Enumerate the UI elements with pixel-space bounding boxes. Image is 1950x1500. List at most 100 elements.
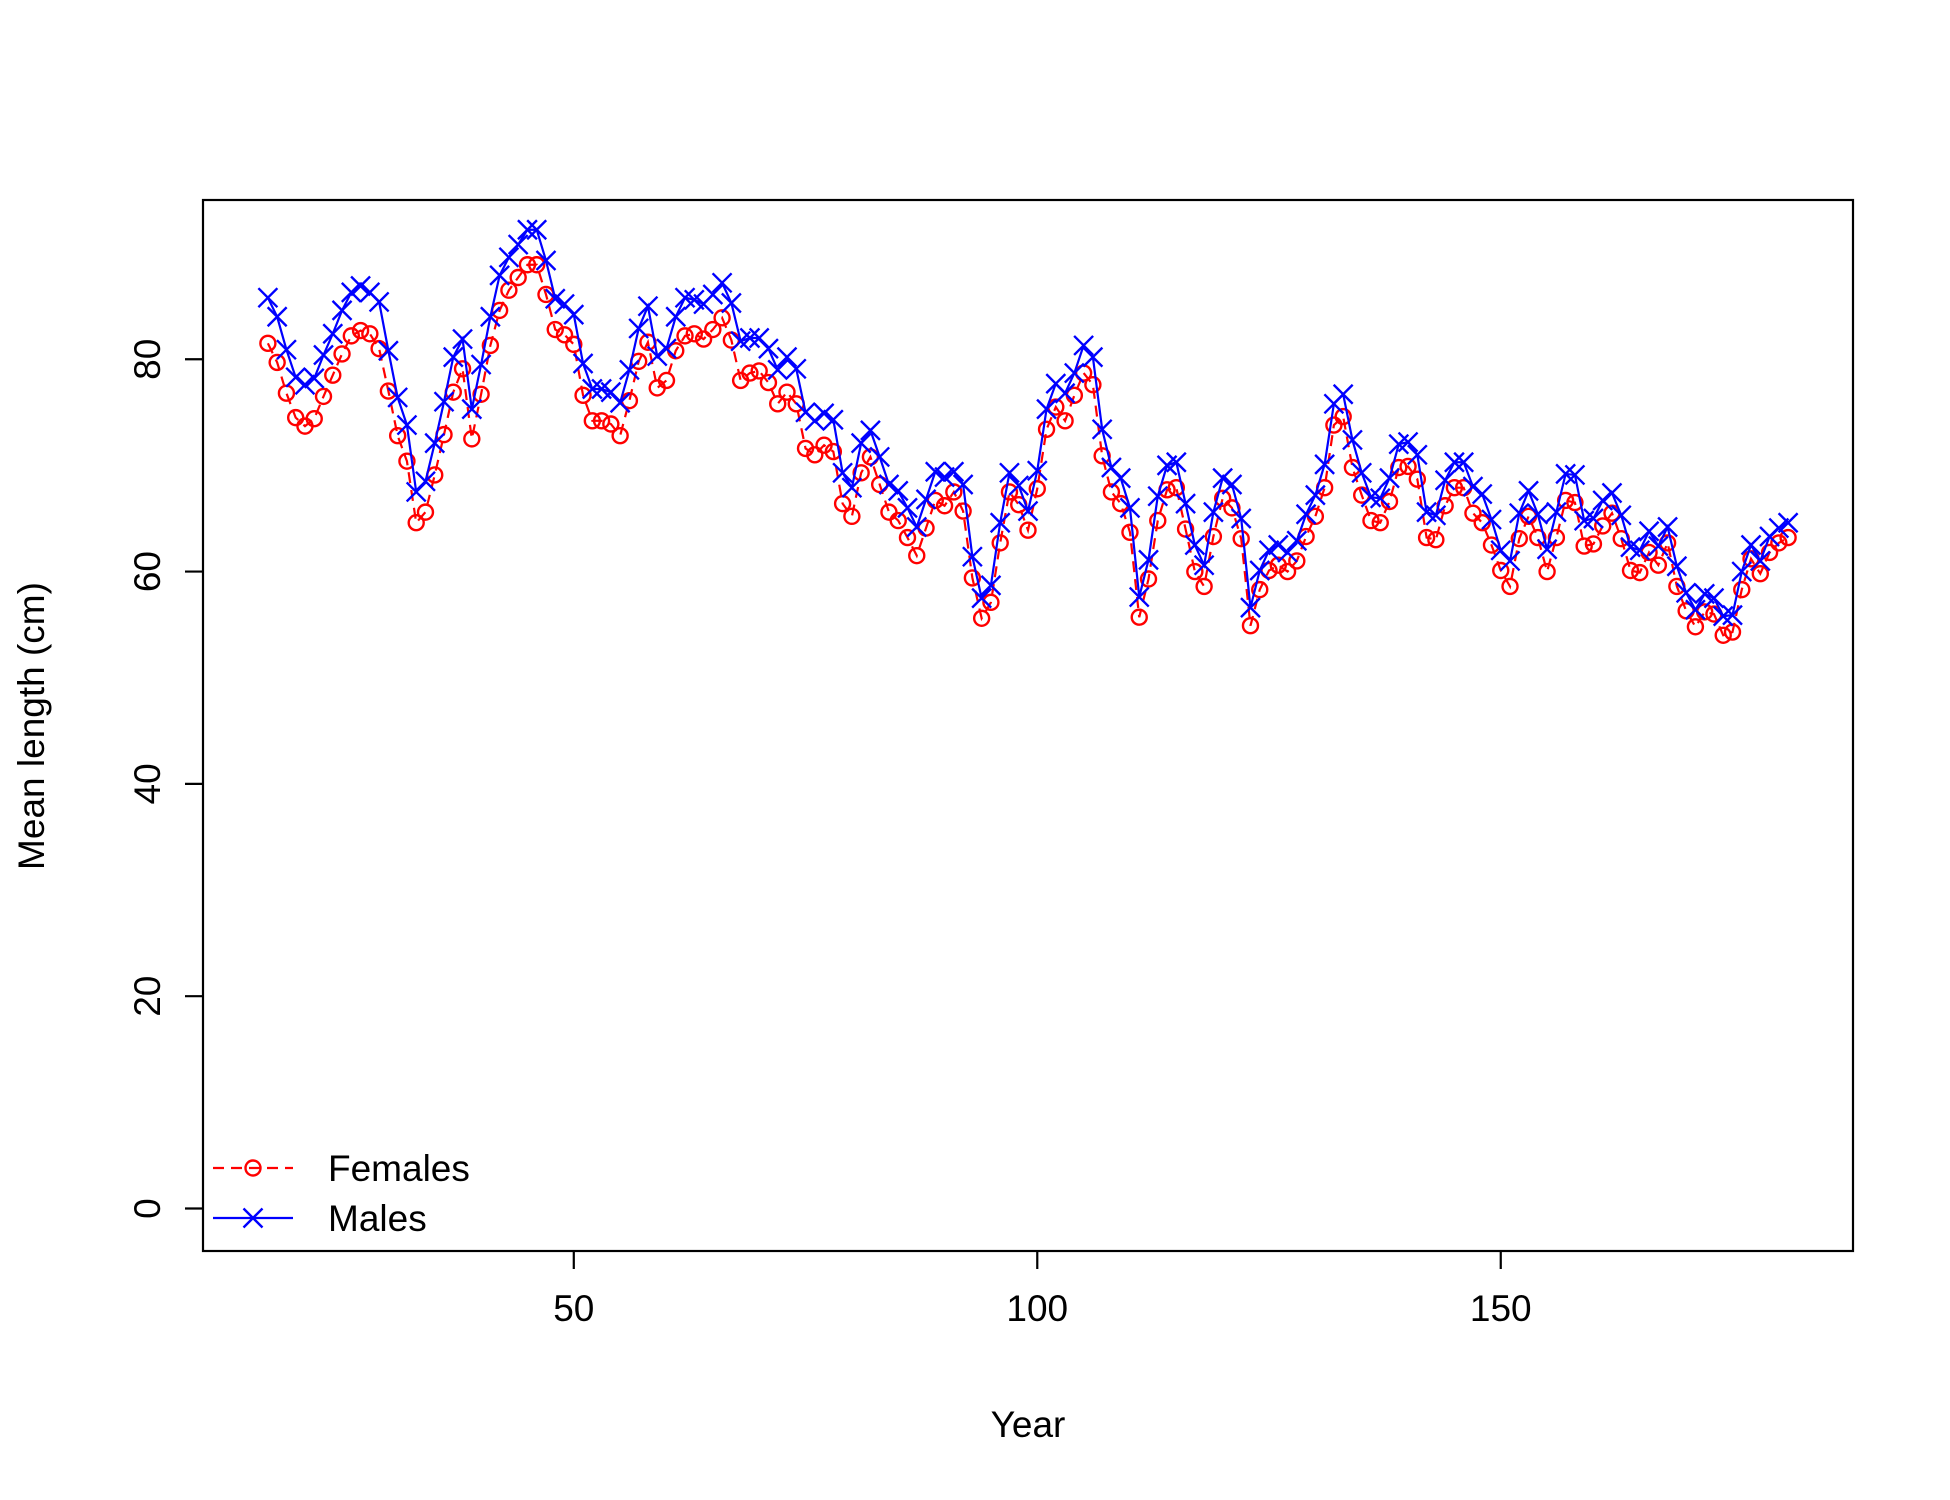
data-point bbox=[924, 461, 946, 483]
data-point bbox=[303, 368, 325, 389]
data-point bbox=[1481, 509, 1502, 530]
data-point bbox=[1647, 535, 1669, 557]
data-point bbox=[1583, 508, 1604, 529]
data-point bbox=[1675, 582, 1697, 604]
series-line-males bbox=[266, 228, 1789, 618]
data-point bbox=[583, 412, 602, 430]
data-point bbox=[1019, 521, 1037, 539]
data-point bbox=[581, 378, 603, 400]
data-point bbox=[1712, 605, 1734, 627]
data-point bbox=[1165, 451, 1187, 473]
data-point bbox=[285, 366, 307, 388]
data-point bbox=[350, 275, 371, 297]
data-point bbox=[897, 497, 918, 519]
data-point bbox=[1213, 489, 1232, 508]
y-tick-label: 20 bbox=[127, 976, 168, 1017]
data-point bbox=[498, 246, 520, 268]
data-point bbox=[1610, 504, 1632, 526]
data-point bbox=[778, 383, 796, 401]
legend-marker bbox=[242, 1207, 264, 1229]
data-point bbox=[1267, 534, 1289, 556]
data-point bbox=[1249, 560, 1271, 581]
data-point bbox=[889, 511, 907, 530]
data-point bbox=[331, 300, 353, 321]
data-point bbox=[555, 326, 574, 344]
data-point bbox=[1054, 382, 1076, 404]
y-tick-label: 0 bbox=[127, 1198, 168, 1219]
data-point bbox=[1128, 586, 1150, 608]
data-point bbox=[1102, 483, 1121, 501]
plot-frame bbox=[201, 198, 1855, 1253]
data-point bbox=[481, 336, 500, 355]
data-point bbox=[472, 385, 490, 403]
data-point bbox=[1037, 420, 1056, 439]
data-point bbox=[416, 503, 435, 521]
data-point bbox=[1288, 552, 1306, 570]
x-tick-label: 150 bbox=[1470, 1288, 1532, 1329]
data-point bbox=[1371, 514, 1389, 532]
data-point bbox=[1369, 487, 1391, 509]
data-point bbox=[314, 387, 333, 406]
data-point bbox=[1575, 537, 1593, 555]
data-point bbox=[276, 339, 297, 361]
data-point bbox=[305, 409, 323, 428]
data-point bbox=[1510, 529, 1528, 548]
data-point bbox=[1221, 474, 1243, 495]
data-point bbox=[1084, 376, 1102, 394]
data-point bbox=[1186, 562, 1204, 581]
data-point bbox=[602, 415, 620, 433]
data-point bbox=[991, 534, 1009, 552]
data-point bbox=[1564, 464, 1586, 486]
data-point bbox=[535, 250, 557, 271]
data-point bbox=[963, 569, 982, 587]
data-point bbox=[1008, 475, 1030, 496]
data-point bbox=[1091, 418, 1113, 440]
data-point bbox=[1685, 599, 1706, 621]
data-point bbox=[945, 483, 963, 501]
legend-label: Males bbox=[328, 1198, 427, 1239]
data-point bbox=[1536, 538, 1558, 560]
data-point bbox=[1529, 528, 1547, 547]
data-point bbox=[1230, 508, 1252, 529]
data-point bbox=[611, 426, 629, 445]
data-point bbox=[1740, 534, 1762, 556]
data-point bbox=[898, 528, 917, 547]
data-point bbox=[1594, 517, 1612, 535]
data-point bbox=[1017, 500, 1039, 522]
data-point bbox=[266, 306, 288, 328]
data-point bbox=[1444, 451, 1465, 473]
data-point bbox=[1240, 597, 1261, 619]
data-point bbox=[1195, 577, 1213, 596]
data-point bbox=[1666, 555, 1688, 577]
data-point bbox=[1119, 497, 1141, 519]
data-point bbox=[861, 448, 880, 466]
data-point bbox=[1584, 535, 1603, 553]
data-point bbox=[452, 328, 473, 350]
data-point bbox=[259, 334, 277, 353]
x-axis-title: Year bbox=[991, 1404, 1066, 1445]
legend-item-males: Males bbox=[213, 1198, 427, 1239]
data-point bbox=[1538, 562, 1556, 581]
data-point bbox=[387, 387, 409, 408]
data-point bbox=[1631, 563, 1649, 582]
data-point bbox=[804, 410, 826, 432]
data-point bbox=[1471, 483, 1493, 505]
data-point bbox=[500, 281, 518, 299]
data-point bbox=[565, 335, 583, 354]
data-point bbox=[758, 338, 779, 359]
data-point bbox=[869, 446, 891, 468]
data-point bbox=[544, 288, 566, 310]
data-point bbox=[887, 480, 909, 502]
data-point bbox=[1425, 504, 1447, 526]
data-point bbox=[843, 507, 861, 526]
y-tick-label: 60 bbox=[127, 551, 168, 592]
data-point bbox=[934, 466, 955, 488]
data-point bbox=[1462, 476, 1484, 497]
data-point bbox=[340, 282, 362, 303]
data-point bbox=[962, 546, 983, 568]
data-point bbox=[852, 464, 870, 482]
data-point bbox=[769, 395, 787, 413]
data-point bbox=[1453, 451, 1475, 473]
data-point bbox=[1000, 483, 1019, 501]
